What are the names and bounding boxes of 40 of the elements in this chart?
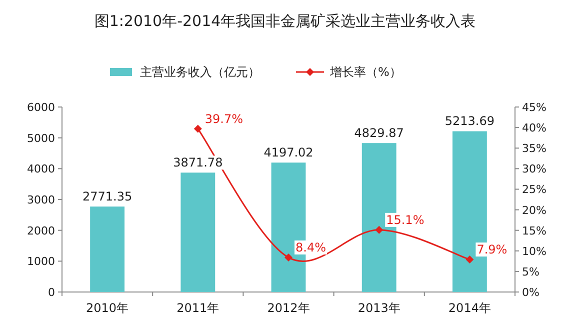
legend-label: 增长率（%） xyxy=(329,65,402,79)
data-label: 7.9% xyxy=(476,242,508,257)
bar xyxy=(90,206,125,292)
data-label: 8.4% xyxy=(296,240,326,254)
data-label: 4829.87 xyxy=(354,126,404,140)
y-tick-label: 3000 xyxy=(27,194,55,206)
y2-tick-label: 0% xyxy=(522,286,540,299)
y2-tick-label: 15% xyxy=(522,224,546,238)
data-label: 3871.78 xyxy=(173,156,223,170)
legend-label: 主营业务收入（亿元） xyxy=(140,65,260,79)
y2-tick-label: 30% xyxy=(522,162,546,176)
x-tick-label: 2013年 xyxy=(358,301,400,315)
x-tick-label: 2014年 xyxy=(448,301,491,315)
x-tick-label: 2010年 xyxy=(86,301,129,315)
y-tick-label: 2000 xyxy=(27,224,55,238)
bar xyxy=(180,172,216,292)
x-tick-label: 2012年 xyxy=(267,301,310,315)
y2-tick-label: 40% xyxy=(522,122,546,135)
y2-tick-label: 45% xyxy=(522,101,546,114)
point xyxy=(284,253,292,262)
chart-title: 图1:2010年-2014年我国非金属矿采选业主营业务收入表 xyxy=(94,12,476,30)
y-tick-label: 1000 xyxy=(27,255,55,268)
point xyxy=(466,256,474,264)
data-label: 4197.02 xyxy=(264,146,314,160)
point xyxy=(194,124,202,133)
y2-tick-label: 35% xyxy=(522,142,546,156)
y2-tick-label: 20% xyxy=(522,204,546,217)
y2-tick-label: 5% xyxy=(522,265,540,278)
y2-tick-label: 25% xyxy=(522,183,546,196)
data-label: 2771.35 xyxy=(82,190,132,204)
data-label: 39.7% xyxy=(204,112,244,126)
y-tick-label: 4000 xyxy=(27,162,55,176)
data-label: 15.1% xyxy=(386,212,424,227)
y2-tick-label: 10% xyxy=(522,244,546,258)
data-label: 5213.69 xyxy=(444,114,495,128)
point xyxy=(375,226,384,234)
x-tick-label: 2011年 xyxy=(176,301,220,315)
y-tick-label: 6000 xyxy=(27,101,55,114)
y-tick-label: 5000 xyxy=(27,132,55,145)
y-tick-label: 0 xyxy=(48,286,55,299)
